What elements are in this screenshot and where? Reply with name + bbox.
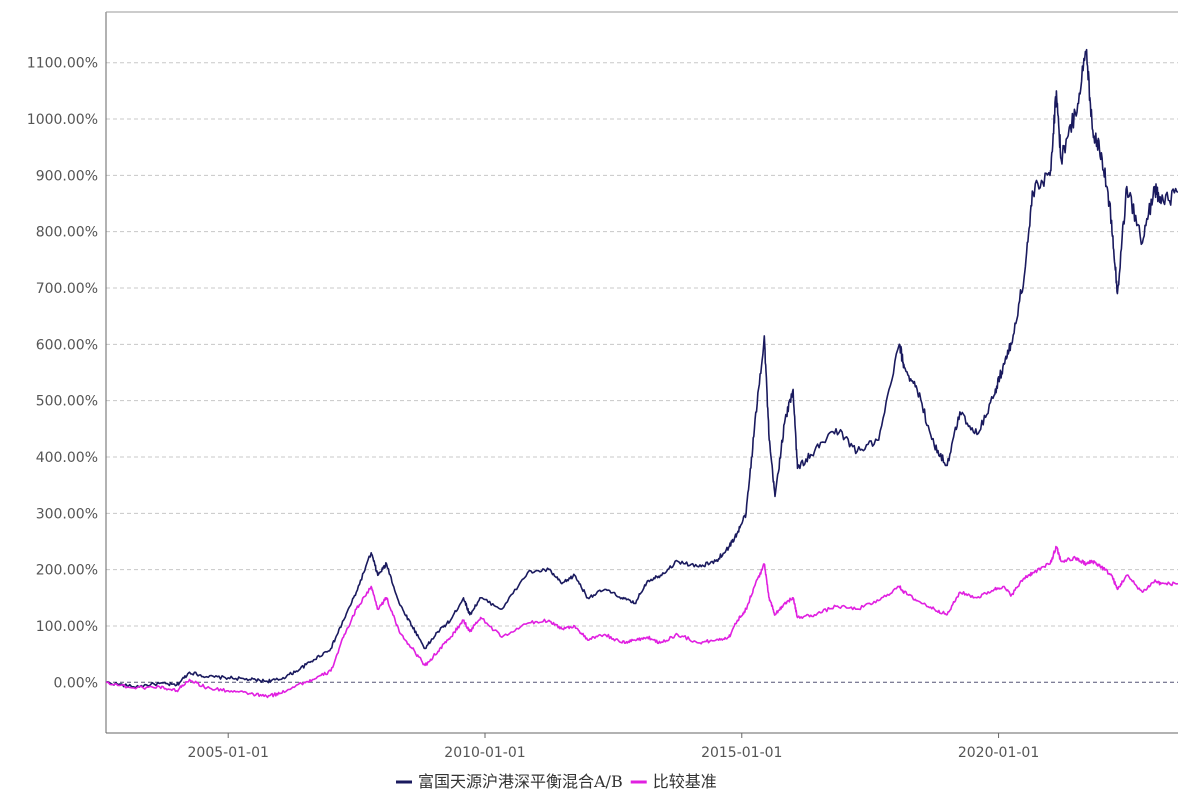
series-line-1	[105, 48, 1178, 689]
axes	[105, 11, 1178, 738]
y-tick-label: 500.00%	[36, 394, 98, 410]
y-tick-label: 1000.00%	[27, 112, 98, 128]
y-tick-label: 900.00%	[36, 168, 98, 184]
y-tick-label: 0.00%	[54, 675, 98, 691]
grid	[106, 62, 1178, 683]
y-tick-label: 100.00%	[36, 619, 98, 635]
series	[105, 48, 1178, 699]
x-tick-label: 2020-01-01	[958, 745, 1039, 761]
y-tick-label: 300.00%	[36, 506, 98, 522]
x-tick-label: 2010-01-01	[444, 745, 525, 761]
y-tick-label: 600.00%	[36, 337, 98, 353]
tick-labels: 0.00% 100.00% 200.00% 300.00% 400.00% 500.00%…	[27, 56, 1039, 761]
y-tick-label: 200.00%	[36, 563, 98, 579]
legend-label-1: 富国天源沪港深平衡混合A/B	[418, 772, 623, 791]
y-tick-label: 1100.00%	[27, 56, 98, 72]
legend: 富国天源沪港深平衡混合A/B 比较基准	[396, 772, 717, 791]
y-tick-label: 400.00%	[36, 450, 98, 466]
y-tick-label: 700.00%	[36, 281, 98, 297]
x-tick-label: 2005-01-01	[188, 745, 269, 761]
y-tick-label: 800.00%	[36, 225, 98, 241]
legend-label-2: 比较基准	[653, 772, 717, 791]
series-line-2	[105, 545, 1178, 699]
x-tick-label: 2015-01-01	[701, 745, 782, 761]
